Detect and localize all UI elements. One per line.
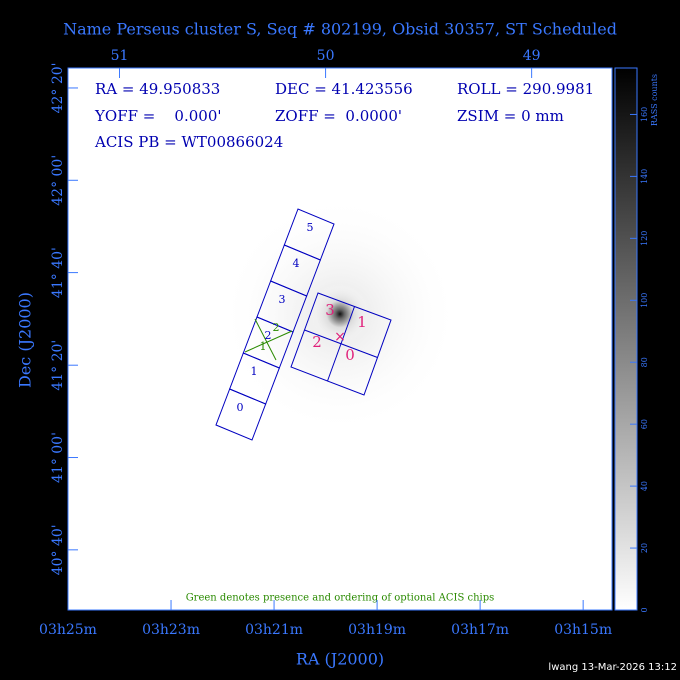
cluster-core xyxy=(310,284,370,344)
optional-chip-mark xyxy=(244,330,293,353)
colorbar-label: RASS counts xyxy=(650,74,659,126)
colorbar-tick-label: 160 xyxy=(640,107,649,122)
info-field: DEC = 41.423556 xyxy=(275,80,413,98)
acis-s-chip-label: 4 xyxy=(293,257,300,270)
colorbar-tick-label: 120 xyxy=(640,231,649,246)
y-tick-label: 41° 20' xyxy=(50,340,66,391)
acis-s-chip xyxy=(283,208,335,261)
acis-s-chip-label: 5 xyxy=(307,221,314,234)
acis-s-chip-label: 2 xyxy=(265,329,272,342)
info-field: ZSIM = 0 mm xyxy=(457,107,564,125)
x2-tick-label: 51 xyxy=(111,48,129,64)
chart-title: Name Perseus cluster S, Seq # 802199, Ob… xyxy=(63,20,617,39)
colorbar-frame xyxy=(614,67,638,611)
y-tick-label: 40° 40' xyxy=(50,524,66,575)
acis-i-chip-label: 2 xyxy=(312,333,322,351)
colorbar-tick-label: 20 xyxy=(640,543,649,553)
acis-i-chip-label: 1 xyxy=(357,313,367,331)
acis-i-chip-label: 0 xyxy=(345,346,355,364)
colorbar-tick-label: 0 xyxy=(640,607,649,612)
x2-tick-label: 49 xyxy=(523,48,541,64)
acis-i-array xyxy=(290,292,392,396)
x-tick-label: 03h21m xyxy=(245,622,303,638)
info-field: ZOFF = 0.0000' xyxy=(275,107,402,125)
acis-i-chip-label: 3 xyxy=(325,301,335,319)
note: Green denotes presence and ordering of o… xyxy=(186,593,495,604)
acis-s-chip-label: 0 xyxy=(237,401,244,414)
info-field: RA = 49.950833 xyxy=(95,80,220,98)
x2-tick-label: 50 xyxy=(317,48,335,64)
y-tick-label: 41° 40' xyxy=(50,247,66,298)
x-tick-label: 03h19m xyxy=(348,622,406,638)
colorbar-tick-label: 40 xyxy=(640,481,649,491)
footer: lwang 13-Mar-2026 13:12 xyxy=(548,662,677,673)
aimpoint: × xyxy=(334,329,346,345)
acis-s-chip-label: 3 xyxy=(279,293,286,306)
x-axis-label: RA (J2000) xyxy=(296,650,384,669)
acis-i-divider xyxy=(304,329,378,358)
info-field: ACIS PB = WT00866024 xyxy=(94,133,283,151)
x-tick-label: 03h23m xyxy=(142,622,200,638)
optional-chip-label: 2 xyxy=(273,321,280,334)
colorbar-tick-label: 80 xyxy=(640,357,649,367)
optional-chip-mark xyxy=(254,318,277,361)
x-tick-label: 03h17m xyxy=(451,622,509,638)
colorbar-tick-label: 60 xyxy=(640,419,649,429)
colorbar-tick-label: 100 xyxy=(640,293,649,308)
info-field: ROLL = 290.9981 xyxy=(457,80,594,98)
plot-frame xyxy=(67,67,613,611)
colorbar xyxy=(615,68,637,610)
y-tick-label: 42° 00' xyxy=(50,155,66,206)
colorbar-tick-label: 140 xyxy=(640,169,649,184)
y-tick-label: 41° 00' xyxy=(50,432,66,483)
y-tick-label: 42° 20' xyxy=(50,62,66,113)
info-field: YOFF = 0.000' xyxy=(94,107,222,125)
chip-outlines xyxy=(215,208,392,441)
acis-s-chip-label: 1 xyxy=(251,365,258,378)
x-tick-label: 03h15m xyxy=(554,622,612,638)
x-tick-label: 03h25m xyxy=(39,622,97,638)
optional-chip-label: 1 xyxy=(260,340,267,353)
y-axis-label: Dec (J2000) xyxy=(16,292,35,388)
